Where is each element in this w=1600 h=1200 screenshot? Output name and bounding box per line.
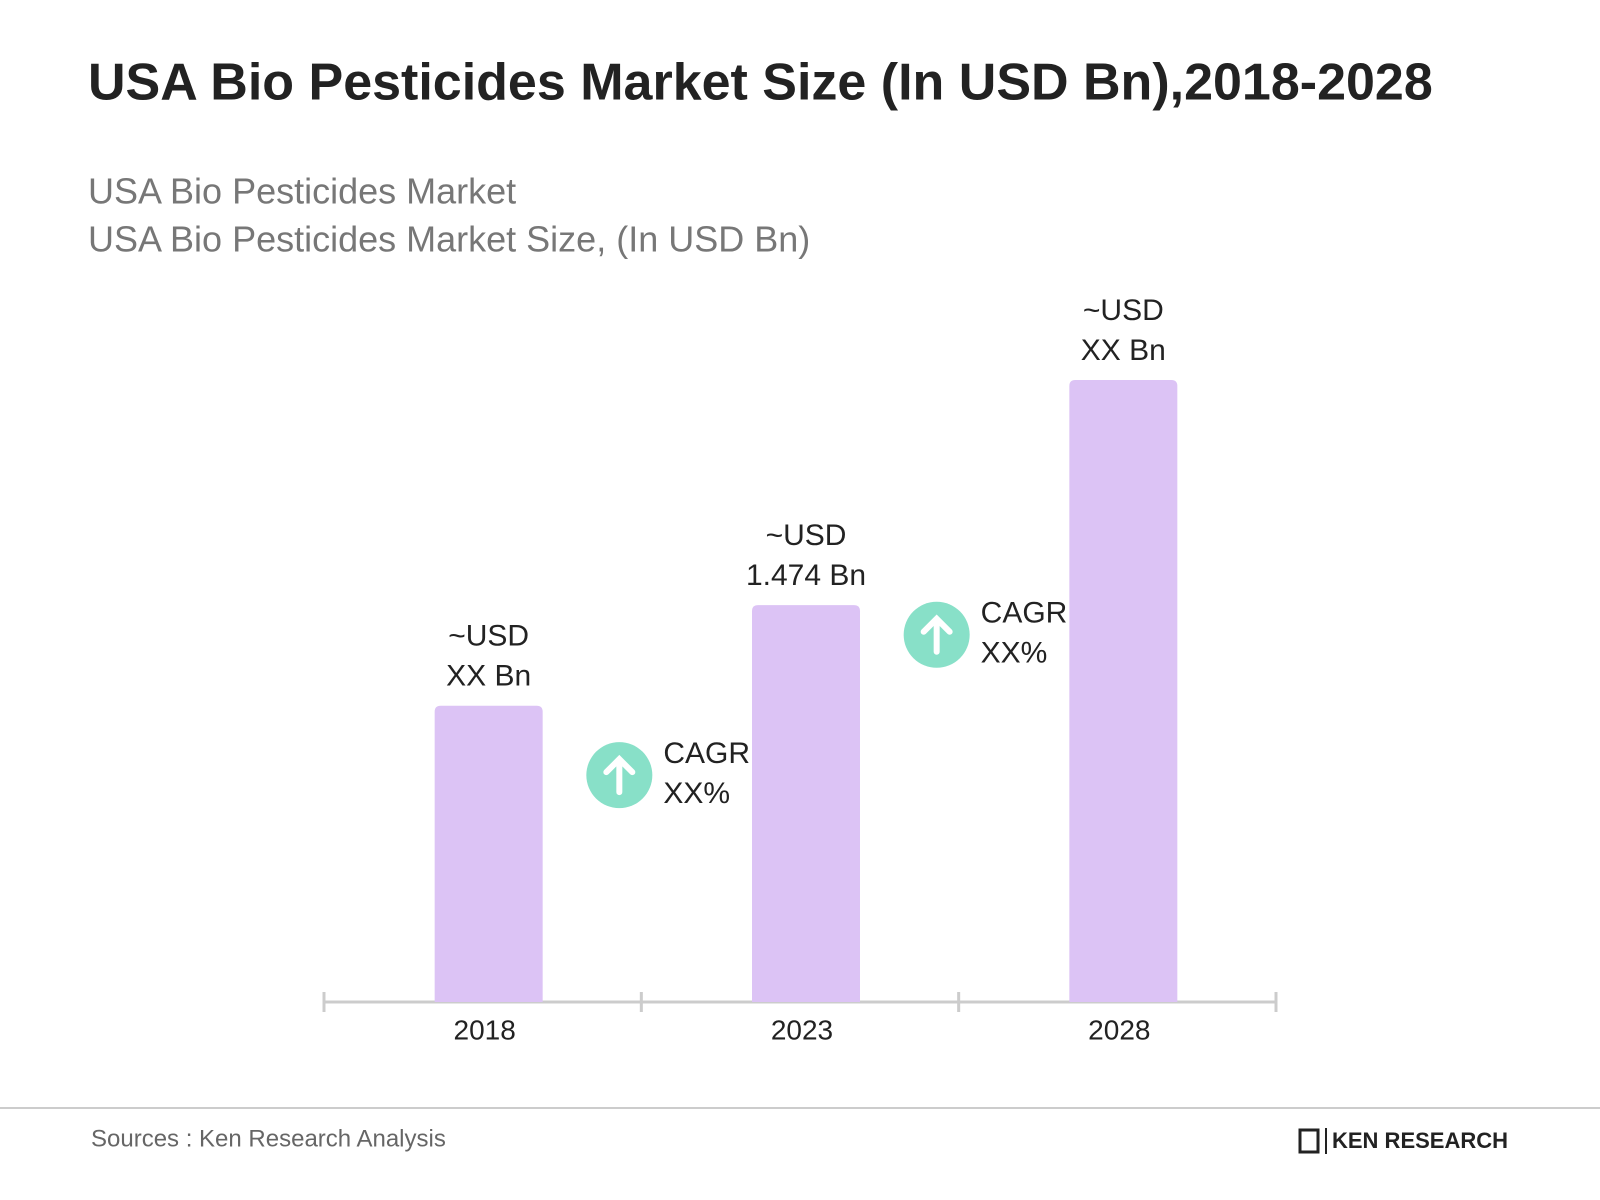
- bar: [752, 605, 860, 1002]
- data-label: ~USD: [766, 519, 847, 552]
- x-tick-label: 2018: [454, 1014, 516, 1045]
- cagr-label: XX%: [663, 777, 730, 810]
- data-label: XX Bn: [1081, 334, 1166, 367]
- data-label: ~USD: [1083, 294, 1164, 327]
- cagr-arrow: [920, 614, 953, 655]
- cagr-label: XX%: [981, 637, 1048, 670]
- logo-text: KEN RESEARCH: [1332, 1128, 1508, 1153]
- subtitle: USA Bio Pesticides Market: [88, 171, 516, 212]
- cagr-label: CAGR: [981, 597, 1068, 630]
- x-tick-label: 2028: [1088, 1014, 1150, 1045]
- logo-icon: [1298, 1128, 1320, 1154]
- data-label: 1.474 Bn: [746, 559, 866, 592]
- subtitle: USA Bio Pesticides Market Size, (In USD …: [88, 219, 810, 260]
- logo: KEN RESEARCH: [1298, 1128, 1508, 1154]
- cagr-arrow: [603, 754, 636, 796]
- bar: [1069, 380, 1178, 1002]
- bar: [434, 705, 543, 1002]
- data-label: XX Bn: [446, 660, 531, 693]
- source: Sources : Ken Research Analysis: [91, 1125, 446, 1152]
- chart-title: USA Bio Pesticides Market Size (In USD B…: [88, 54, 1433, 112]
- x-tick-label: 2023: [771, 1014, 833, 1045]
- cagr-label: CAGR: [663, 737, 750, 770]
- data-label: ~USD: [448, 620, 529, 653]
